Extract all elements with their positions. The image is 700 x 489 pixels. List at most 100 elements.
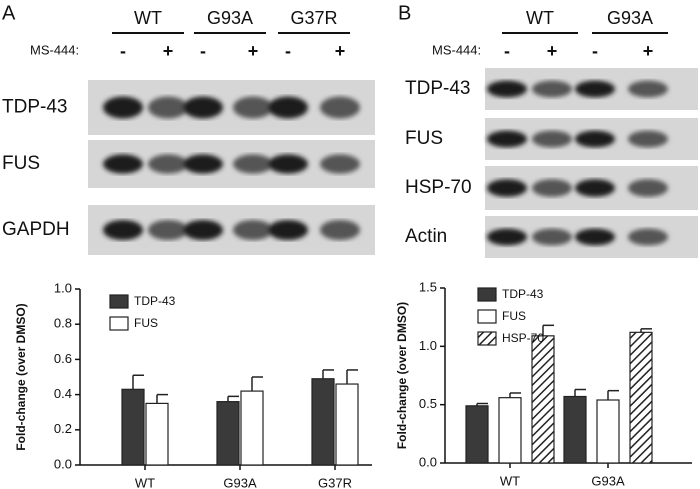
treatment-sign: - bbox=[592, 41, 598, 61]
blot-band bbox=[183, 220, 223, 240]
band-label: HSP-70 bbox=[405, 177, 472, 198]
group-label: G37R bbox=[290, 8, 337, 28]
blot-band bbox=[628, 179, 668, 197]
x-tick-label: G37R bbox=[318, 475, 352, 489]
bar bbox=[145, 402, 169, 466]
y-tick-label: 0.2 bbox=[54, 421, 72, 436]
blot-band bbox=[575, 80, 615, 98]
blot-bands bbox=[487, 130, 668, 148]
blot-band bbox=[268, 154, 308, 174]
bar bbox=[121, 388, 145, 466]
blot-band bbox=[532, 80, 572, 98]
blot-band bbox=[628, 80, 668, 98]
blot-band bbox=[233, 96, 273, 119]
bar bbox=[596, 399, 620, 464]
blot-band bbox=[233, 220, 273, 240]
blot-bands bbox=[103, 154, 360, 174]
treatment-sign: + bbox=[248, 41, 259, 61]
blot-band bbox=[487, 80, 527, 98]
band-label: TDP-43 bbox=[2, 97, 67, 118]
blot-bands bbox=[487, 80, 668, 98]
bar bbox=[240, 390, 264, 466]
blot-band bbox=[320, 154, 360, 174]
y-tick-label: 0.0 bbox=[419, 454, 437, 469]
y-tick-label: 1.0 bbox=[419, 338, 437, 353]
blot-band bbox=[628, 130, 668, 148]
legend-label: TDP-43 bbox=[502, 287, 544, 301]
band-label: GAPDH bbox=[2, 219, 70, 240]
treatment-label: MS-444: bbox=[432, 42, 481, 57]
bar bbox=[531, 335, 555, 464]
treatment-sign: + bbox=[547, 41, 558, 61]
blot-bands bbox=[103, 96, 360, 119]
blot-band bbox=[103, 220, 143, 240]
legend-swatch bbox=[477, 331, 497, 346]
bar bbox=[311, 378, 335, 466]
y-axis-label: Fold-change (over DMSO) bbox=[395, 302, 409, 449]
treatment-sign: + bbox=[643, 41, 654, 61]
band-label: FUS bbox=[2, 153, 40, 174]
treatment-sign: - bbox=[285, 41, 291, 61]
band-label: TDP-43 bbox=[405, 78, 470, 99]
y-tick-label: 0.6 bbox=[54, 351, 72, 366]
legend-swatch bbox=[109, 294, 129, 309]
blot-band bbox=[487, 130, 527, 148]
x-tick-label: G93A bbox=[591, 473, 625, 488]
band-label: FUS bbox=[405, 128, 443, 149]
x-tick-label: G93A bbox=[223, 475, 257, 489]
blot-band bbox=[148, 154, 188, 174]
blot-band bbox=[268, 96, 308, 119]
panel-label: B bbox=[398, 2, 411, 24]
bar bbox=[335, 383, 359, 466]
legend-swatch bbox=[477, 287, 497, 302]
group-label: G93A bbox=[607, 8, 653, 28]
blot-band bbox=[575, 228, 615, 246]
treatment-sign: + bbox=[335, 41, 346, 61]
legend-swatch bbox=[477, 309, 497, 324]
band-label: Actin bbox=[405, 226, 447, 247]
y-tick-label: 0.0 bbox=[54, 456, 72, 471]
blot-band bbox=[487, 179, 527, 197]
y-axis-label: Fold-change (over DMSO) bbox=[14, 303, 28, 450]
bar bbox=[629, 331, 653, 464]
blot-band bbox=[103, 96, 143, 119]
group-label: WT bbox=[526, 8, 554, 28]
treatment-sign: - bbox=[200, 41, 206, 61]
legend-label: FUS bbox=[134, 316, 158, 330]
blot-band bbox=[575, 130, 615, 148]
blot-band bbox=[268, 220, 308, 240]
y-tick-label: 1.5 bbox=[419, 279, 437, 294]
y-tick-label: 0.4 bbox=[54, 386, 72, 401]
treatment-sign: + bbox=[163, 41, 174, 61]
legend-label: TDP-43 bbox=[134, 294, 176, 308]
blot-band bbox=[233, 154, 273, 174]
bar bbox=[498, 397, 522, 464]
blot-band bbox=[575, 179, 615, 197]
x-tick-label: WT bbox=[135, 475, 155, 489]
y-tick-label: 0.5 bbox=[419, 396, 437, 411]
legend-label: HSP-70 bbox=[502, 331, 544, 345]
legend-swatch bbox=[109, 316, 129, 331]
blot-bands bbox=[487, 179, 668, 197]
treatment-label: MS-444: bbox=[30, 42, 79, 57]
blot-band bbox=[628, 228, 668, 246]
legend-label: FUS bbox=[502, 309, 526, 323]
blot-band bbox=[148, 220, 188, 240]
bar bbox=[216, 401, 240, 466]
group-label: G93A bbox=[207, 8, 253, 28]
panel-label: A bbox=[2, 2, 16, 24]
group-label: WT bbox=[134, 8, 162, 28]
blot-band bbox=[183, 96, 223, 119]
blot-band bbox=[103, 154, 143, 174]
blot-band bbox=[183, 154, 223, 174]
blot-band bbox=[532, 130, 572, 148]
blot-band bbox=[532, 228, 572, 246]
blot-band bbox=[320, 96, 360, 119]
y-tick-label: 1.0 bbox=[54, 280, 72, 295]
blot-band bbox=[148, 96, 188, 119]
y-tick-label: 0.8 bbox=[54, 316, 72, 331]
treatment-sign: - bbox=[120, 41, 126, 61]
blot-band bbox=[532, 179, 572, 197]
x-tick-label: WT bbox=[500, 473, 520, 488]
